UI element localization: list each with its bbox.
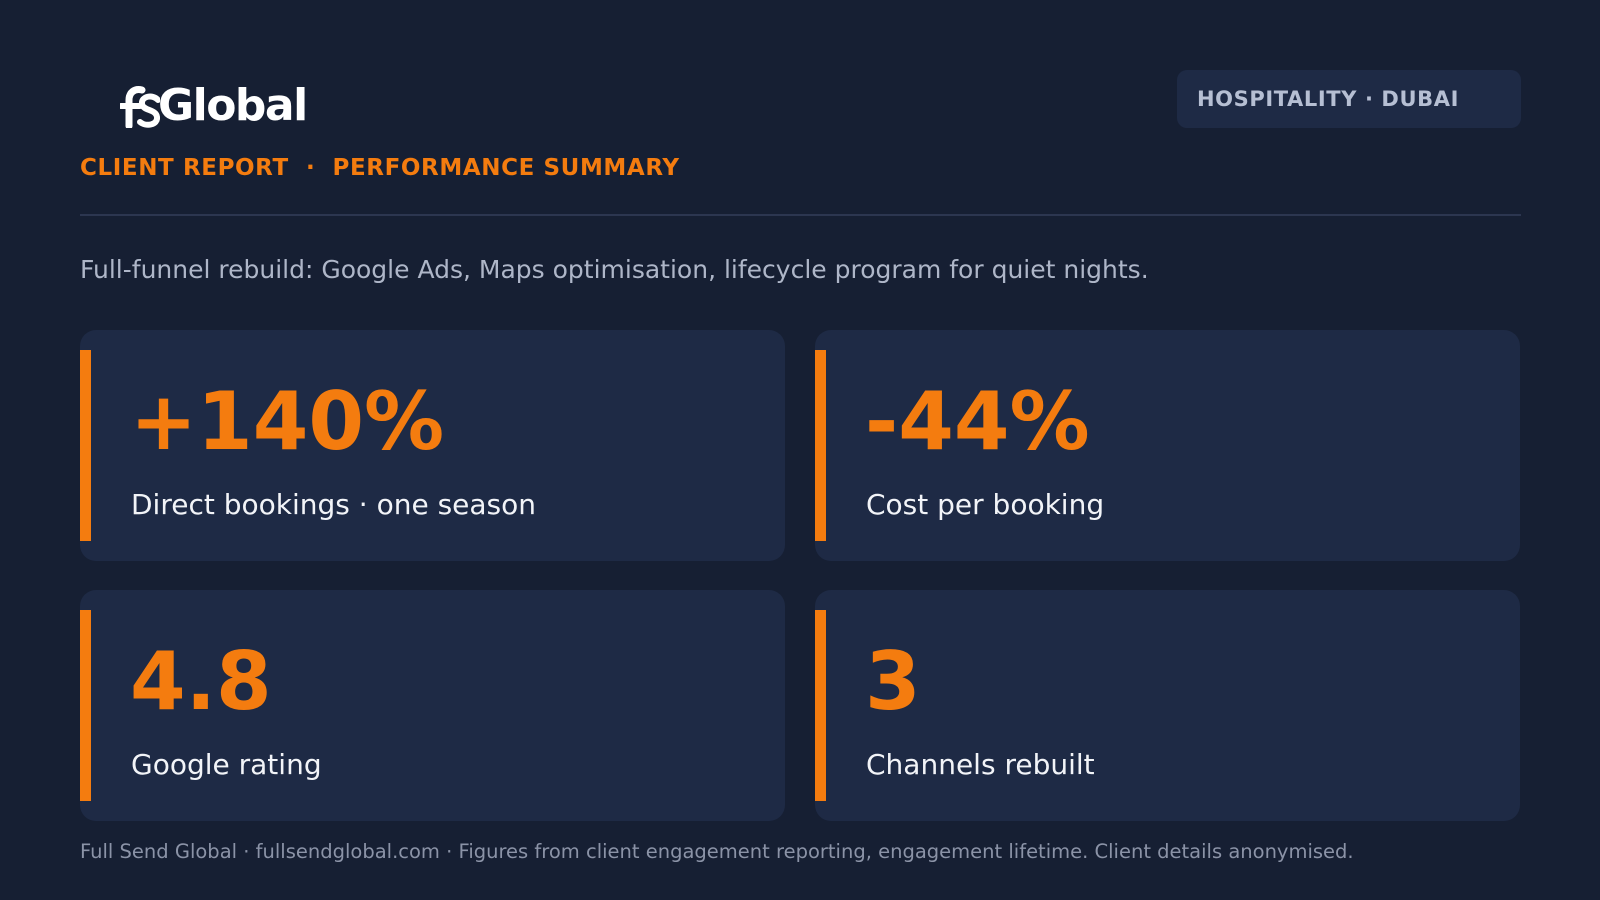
card-accent-bar [815, 350, 826, 541]
footer-disclaimer: Full Send Global · fullsendglobal.com · … [80, 840, 1354, 863]
metric-value: 4.8 [130, 635, 272, 728]
metric-label: Channels rebuilt [866, 748, 1095, 781]
metric-value: +140% [130, 375, 445, 468]
metric-value: -44% [865, 375, 1090, 468]
card-accent-bar [80, 350, 91, 541]
metric-card-google-rating: 4.8 Google rating [80, 590, 785, 821]
card-accent-bar [815, 610, 826, 801]
brand-logo: Global [120, 80, 308, 131]
metric-card-direct-bookings: +140% Direct bookings · one season [80, 330, 785, 561]
card-accent-bar [80, 610, 91, 801]
header-divider [80, 214, 1521, 216]
logo-wordmark: Global [158, 80, 308, 131]
metric-card-channels-rebuilt: 3 Channels rebuilt [815, 590, 1520, 821]
fs-monogram-logo-icon [120, 86, 160, 128]
industry-location-badge: HOSPITALITY · DUBAI [1177, 70, 1521, 128]
report-subtitle: CLIENT REPORT · PERFORMANCE SUMMARY [80, 155, 680, 181]
metric-label: Direct bookings · one season [131, 488, 537, 521]
metric-label: Google rating [131, 748, 322, 781]
metric-card-cost-per-booking: -44% Cost per booking [815, 330, 1520, 561]
metric-label: Cost per booking [866, 488, 1105, 521]
metric-value: 3 [865, 635, 921, 728]
engagement-description: Full-funnel rebuild: Google Ads, Maps op… [80, 255, 1149, 284]
